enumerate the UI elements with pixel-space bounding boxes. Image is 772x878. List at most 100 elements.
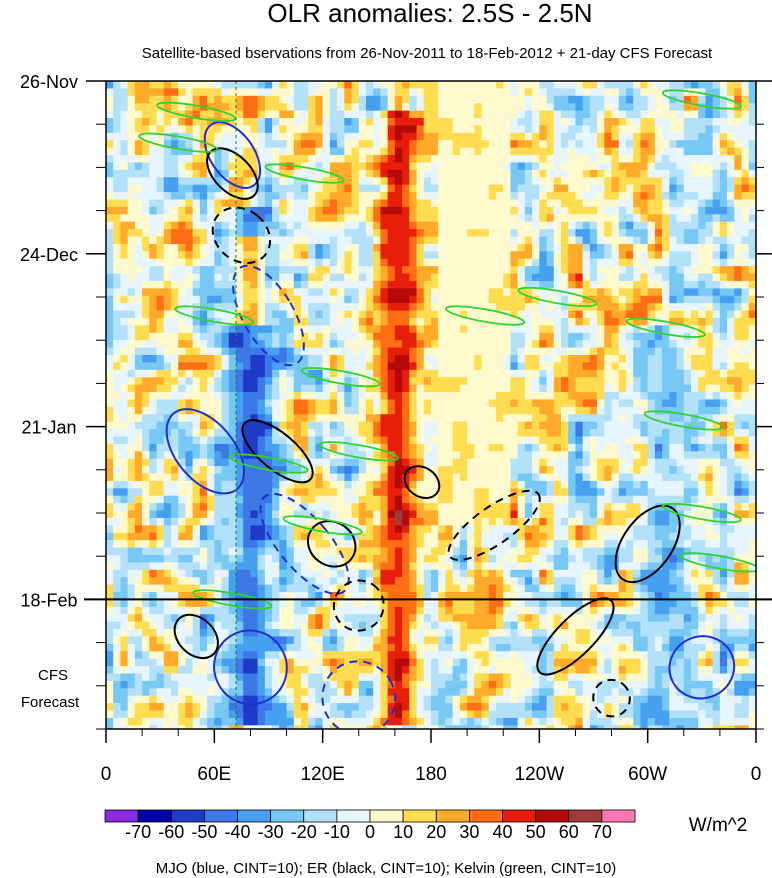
heatmap-cell (207, 258, 215, 267)
heatmap-cell (243, 377, 252, 386)
heatmap-cell (329, 429, 338, 438)
heatmap-cell (185, 399, 194, 408)
heatmap-cell (279, 177, 288, 186)
heatmap-cell (279, 703, 288, 712)
heatmap-cell (459, 569, 468, 578)
heatmap-cell (250, 251, 259, 260)
heatmap-cell (351, 414, 360, 423)
heatmap-cell (221, 710, 230, 719)
heatmap-cell (445, 569, 454, 578)
heatmap-cell (416, 614, 425, 623)
heatmap-cell (409, 140, 418, 149)
heatmap-cell (257, 562, 266, 571)
heatmap-cell (156, 177, 165, 186)
heatmap-cell (250, 355, 259, 364)
heatmap-cell (113, 636, 122, 645)
heatmap-cell (452, 177, 461, 186)
heatmap-cell (149, 325, 158, 334)
heatmap-cell (127, 347, 136, 356)
heatmap-cell (481, 273, 490, 282)
heatmap-cell (351, 392, 360, 401)
heatmap-cell (503, 429, 512, 438)
heatmap-cell (178, 155, 187, 164)
heatmap-cell (402, 81, 410, 90)
heatmap-cell (445, 680, 454, 689)
heatmap-cell (358, 184, 367, 193)
heatmap-cell (243, 118, 252, 127)
heatmap-cell (257, 251, 266, 260)
heatmap-cell (264, 103, 273, 112)
heatmap-cell (380, 280, 389, 289)
heatmap-cell (467, 406, 475, 415)
heatmap-cell (315, 488, 324, 497)
heatmap-cell (142, 725, 150, 729)
heatmap-cell (171, 695, 179, 704)
heatmap-cell (488, 199, 497, 208)
heatmap-cell (423, 629, 432, 638)
heatmap-cell (394, 643, 403, 652)
heatmap-cell (264, 399, 273, 408)
heatmap-cell (308, 280, 317, 289)
heatmap-cell (366, 169, 374, 178)
heatmap-cell (474, 81, 483, 90)
heatmap-cell (467, 443, 475, 452)
heatmap-cell (243, 295, 252, 304)
heatmap-cell (337, 81, 345, 90)
heatmap-cell (178, 177, 187, 186)
heatmap-cell (228, 614, 237, 623)
heatmap-cell (106, 540, 114, 549)
heatmap-cell (178, 666, 187, 675)
heatmap-cell (337, 206, 345, 215)
heatmap-cell (488, 717, 497, 726)
heatmap-cell (272, 540, 280, 549)
heatmap-cell (250, 332, 259, 341)
heatmap-cell (120, 621, 129, 630)
heatmap-cell (387, 695, 396, 704)
heatmap-cell (329, 554, 338, 563)
heatmap-cell (279, 629, 288, 638)
heatmap-cell (474, 110, 483, 119)
heatmap-cell (127, 488, 136, 497)
heatmap-cell (257, 310, 266, 319)
heatmap-cell (351, 495, 360, 504)
heatmap-cell (228, 332, 237, 341)
heatmap-cell (510, 132, 519, 141)
heatmap-cell (279, 118, 288, 127)
heatmap-cell (322, 591, 331, 600)
heatmap-cell (488, 451, 497, 460)
heatmap-cell (293, 473, 302, 482)
heatmap-cell (503, 103, 512, 112)
heatmap-cell (373, 606, 382, 615)
heatmap-cell (257, 569, 266, 578)
heatmap-cell (402, 584, 410, 593)
heatmap-cell (286, 392, 295, 401)
heatmap-cell (250, 95, 259, 104)
heatmap-cell (134, 399, 143, 408)
heatmap-cell (423, 429, 432, 438)
heatmap-cell (127, 651, 136, 660)
heatmap-cell (351, 466, 360, 475)
heatmap-cell (106, 266, 114, 275)
heatmap-cell (171, 710, 179, 719)
heatmap-cell (127, 118, 136, 127)
heatmap-cell (329, 251, 338, 260)
heatmap-cell (286, 340, 295, 349)
heatmap-cell (171, 458, 179, 467)
heatmap-cell (409, 184, 418, 193)
heatmap-cell (178, 317, 187, 326)
heatmap-cell (344, 140, 353, 149)
heatmap-cell (445, 184, 454, 193)
heatmap-cell (445, 177, 454, 186)
heatmap-cell (192, 614, 201, 623)
heatmap-cell (243, 614, 252, 623)
heatmap-cell (423, 717, 432, 726)
heatmap-cell (394, 340, 403, 349)
heatmap-cell (214, 258, 223, 267)
heatmap-cell (243, 169, 252, 178)
heatmap-cell (409, 591, 418, 600)
heatmap-cell (366, 132, 374, 141)
heatmap-cell (250, 658, 259, 667)
heatmap-cell (199, 206, 208, 215)
heatmap-cell (496, 184, 504, 193)
heatmap-cell (163, 584, 172, 593)
